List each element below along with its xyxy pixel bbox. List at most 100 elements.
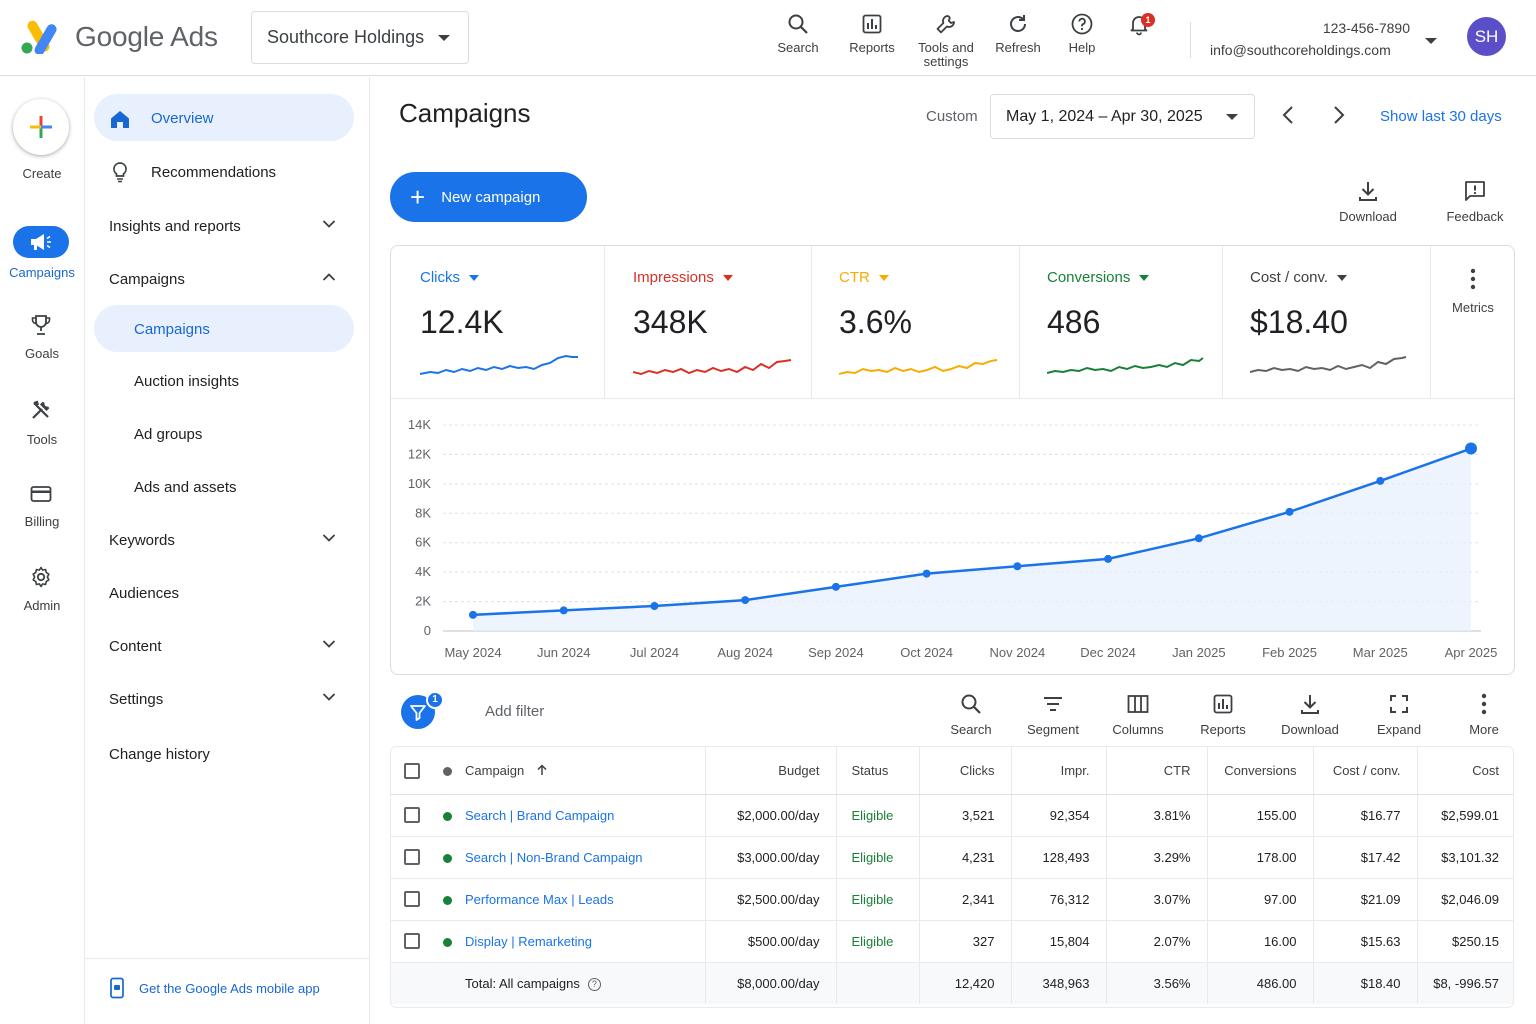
table-row[interactable]: Search | Brand Campaign $2,000.00/day El… <box>391 794 1513 837</box>
metric-cost-per-conv[interactable]: Cost / conv. $18.40 <box>1223 246 1431 398</box>
header-cost-per-conv[interactable]: Cost / conv. <box>1312 747 1417 795</box>
header-impr[interactable]: Impr. <box>1010 747 1106 795</box>
nav-item-recommendations[interactable]: Recommendations <box>85 149 370 195</box>
table-search-button[interactable]: Search <box>931 692 1011 737</box>
table-reports-button[interactable]: Reports <box>1183 692 1263 737</box>
table-row[interactable]: Performance Max | Leads $2,500.00/day El… <box>391 878 1513 921</box>
row-checkbox[interactable] <box>391 878 429 921</box>
row-checkbox[interactable] <box>391 794 429 837</box>
campaign-name-link[interactable]: Performance Max | Leads <box>465 878 705 921</box>
nav-item-ads-assets[interactable]: Ads and assets <box>85 464 370 510</box>
chevron-left-icon[interactable] <box>1279 104 1299 126</box>
cell-cost-per-conv: $21.09 <box>1312 878 1417 921</box>
campaign-name-link[interactable]: Display | Remarketing <box>465 920 705 963</box>
filter-count-badge: 1 <box>426 691 444 709</box>
select-all-checkbox[interactable] <box>391 747 429 795</box>
header-campaign[interactable]: Campaign <box>465 747 705 795</box>
sparkline-clicks <box>420 354 578 375</box>
add-filter-input[interactable]: Add filter <box>485 703 545 720</box>
more-button[interactable]: More <box>1444 692 1524 737</box>
cell-cost: $250.15 <box>1416 920 1513 963</box>
header-cost[interactable]: Cost <box>1416 747 1513 795</box>
caret-down-icon <box>1226 114 1238 120</box>
columns-label: Columns <box>1112 722 1164 737</box>
campaign-name-link[interactable]: Search | Brand Campaign <box>465 794 705 837</box>
metric-clicks[interactable]: Clicks 12.4K <box>391 246 605 398</box>
data-point <box>831 582 840 591</box>
download-button[interactable]: Download <box>1323 179 1413 224</box>
table-download-button[interactable]: Download <box>1270 692 1350 737</box>
nav-item-campaigns-group[interactable]: Campaigns <box>85 256 370 302</box>
filter-icon <box>410 705 426 721</box>
header-clicks[interactable]: Clicks <box>918 747 1011 795</box>
table-row[interactable]: Display | Remarketing $500.00/day Eligib… <box>391 920 1513 963</box>
account-selector[interactable]: Southcore Holdings <box>251 11 469 64</box>
nav-item-settings[interactable]: Settings <box>85 676 370 722</box>
top-help-button[interactable]: Help <box>1042 12 1122 55</box>
mobile-app-link[interactable]: Get the Google Ads mobile app <box>109 977 320 999</box>
arrow-up-icon <box>537 764 547 775</box>
cell-status: Eligible <box>835 878 919 921</box>
status-dot <box>429 920 465 963</box>
cell-clicks: 3,521 <box>918 794 1011 837</box>
nav-item-auction-insights[interactable]: Auction insights <box>85 358 370 404</box>
nav-item-content[interactable]: Content <box>85 623 370 669</box>
feedback-label: Feedback <box>1446 209 1504 224</box>
nav-item-change-history[interactable]: Change history <box>85 731 370 777</box>
nav-item-keywords[interactable]: Keywords <box>85 517 370 563</box>
trophy-icon[interactable] <box>29 313 53 337</box>
nav-item-insights[interactable]: Insights and reports <box>85 203 370 249</box>
metrics-menu-button[interactable]: Metrics <box>1431 246 1515 398</box>
top-reports-label: Reports <box>849 40 895 55</box>
header-budget[interactable]: Budget <box>704 747 836 795</box>
header-status[interactable]: Status <box>835 747 919 795</box>
metric-conversions[interactable]: Conversions 486 <box>1020 246 1223 398</box>
sparkline-conversions <box>1047 357 1204 374</box>
header-divider <box>1190 22 1191 58</box>
row-checkbox[interactable] <box>391 920 429 963</box>
table-row[interactable]: Search | Non-Brand Campaign $3,000.00/da… <box>391 836 1513 879</box>
help-icon[interactable]: ? <box>587 977 601 991</box>
status-dot-header <box>429 747 465 795</box>
segment-button[interactable]: Segment <box>1013 692 1093 737</box>
credit-card-icon[interactable] <box>29 482 53 506</box>
total-impr: 348,963 <box>1010 962 1106 1004</box>
header-ctr[interactable]: CTR <box>1105 747 1207 795</box>
feedback-button[interactable]: Feedback <box>1430 179 1520 224</box>
avatar[interactable]: SH <box>1467 17 1506 56</box>
new-campaign-button[interactable]: + New campaign <box>390 172 587 222</box>
x-tick-label: Aug 2024 <box>717 645 773 660</box>
download-icon <box>1301 695 1319 714</box>
cell-clicks: 2,341 <box>918 878 1011 921</box>
metric-impressions[interactable]: Impressions 348K <box>605 246 812 398</box>
campaign-name-link[interactable]: Search | Non-Brand Campaign <box>465 836 705 879</box>
chevron-right-icon[interactable] <box>1328 104 1348 126</box>
row-checkbox[interactable] <box>391 836 429 879</box>
show-last-30-days-link[interactable]: Show last 30 days <box>1380 108 1502 125</box>
create-button[interactable] <box>13 99 69 155</box>
notifications-button[interactable] <box>1099 12 1179 41</box>
account-menu-caret-icon[interactable] <box>1425 38 1437 44</box>
search-icon <box>961 694 981 714</box>
rail-campaigns-button[interactable] <box>13 226 69 258</box>
total-clicks: 12,420 <box>918 962 1011 1004</box>
header-conversions[interactable]: Conversions <box>1206 747 1313 795</box>
gear-icon[interactable] <box>29 565 53 589</box>
expand-button[interactable]: Expand <box>1359 692 1439 737</box>
nav-item-campaigns[interactable]: Campaigns <box>85 306 370 352</box>
google-ads-logo-icon[interactable] <box>20 20 58 54</box>
nav-item-overview[interactable]: Overview <box>85 95 370 141</box>
columns-button[interactable]: Columns <box>1098 692 1178 737</box>
tools-icon[interactable] <box>29 398 53 422</box>
left-rail: Create Campaigns Goals Tools Billing Adm… <box>0 77 85 1024</box>
date-range-selector[interactable]: May 1, 2024 – Apr 30, 2025 <box>990 94 1255 139</box>
top-refresh-button[interactable]: Refresh <box>978 12 1058 55</box>
nav-item-ad-groups[interactable]: Ad groups <box>85 411 370 457</box>
nav-item-audiences[interactable]: Audiences <box>85 570 370 616</box>
metric-ctr[interactable]: CTR 3.6% <box>812 246 1020 398</box>
top-reports-button[interactable]: Reports <box>832 12 912 55</box>
top-search-button[interactable]: Search <box>758 12 838 55</box>
total-spacer <box>391 962 429 1004</box>
help-icon <box>1071 13 1093 35</box>
top-tools-button[interactable]: Tools and settings <box>906 12 986 69</box>
